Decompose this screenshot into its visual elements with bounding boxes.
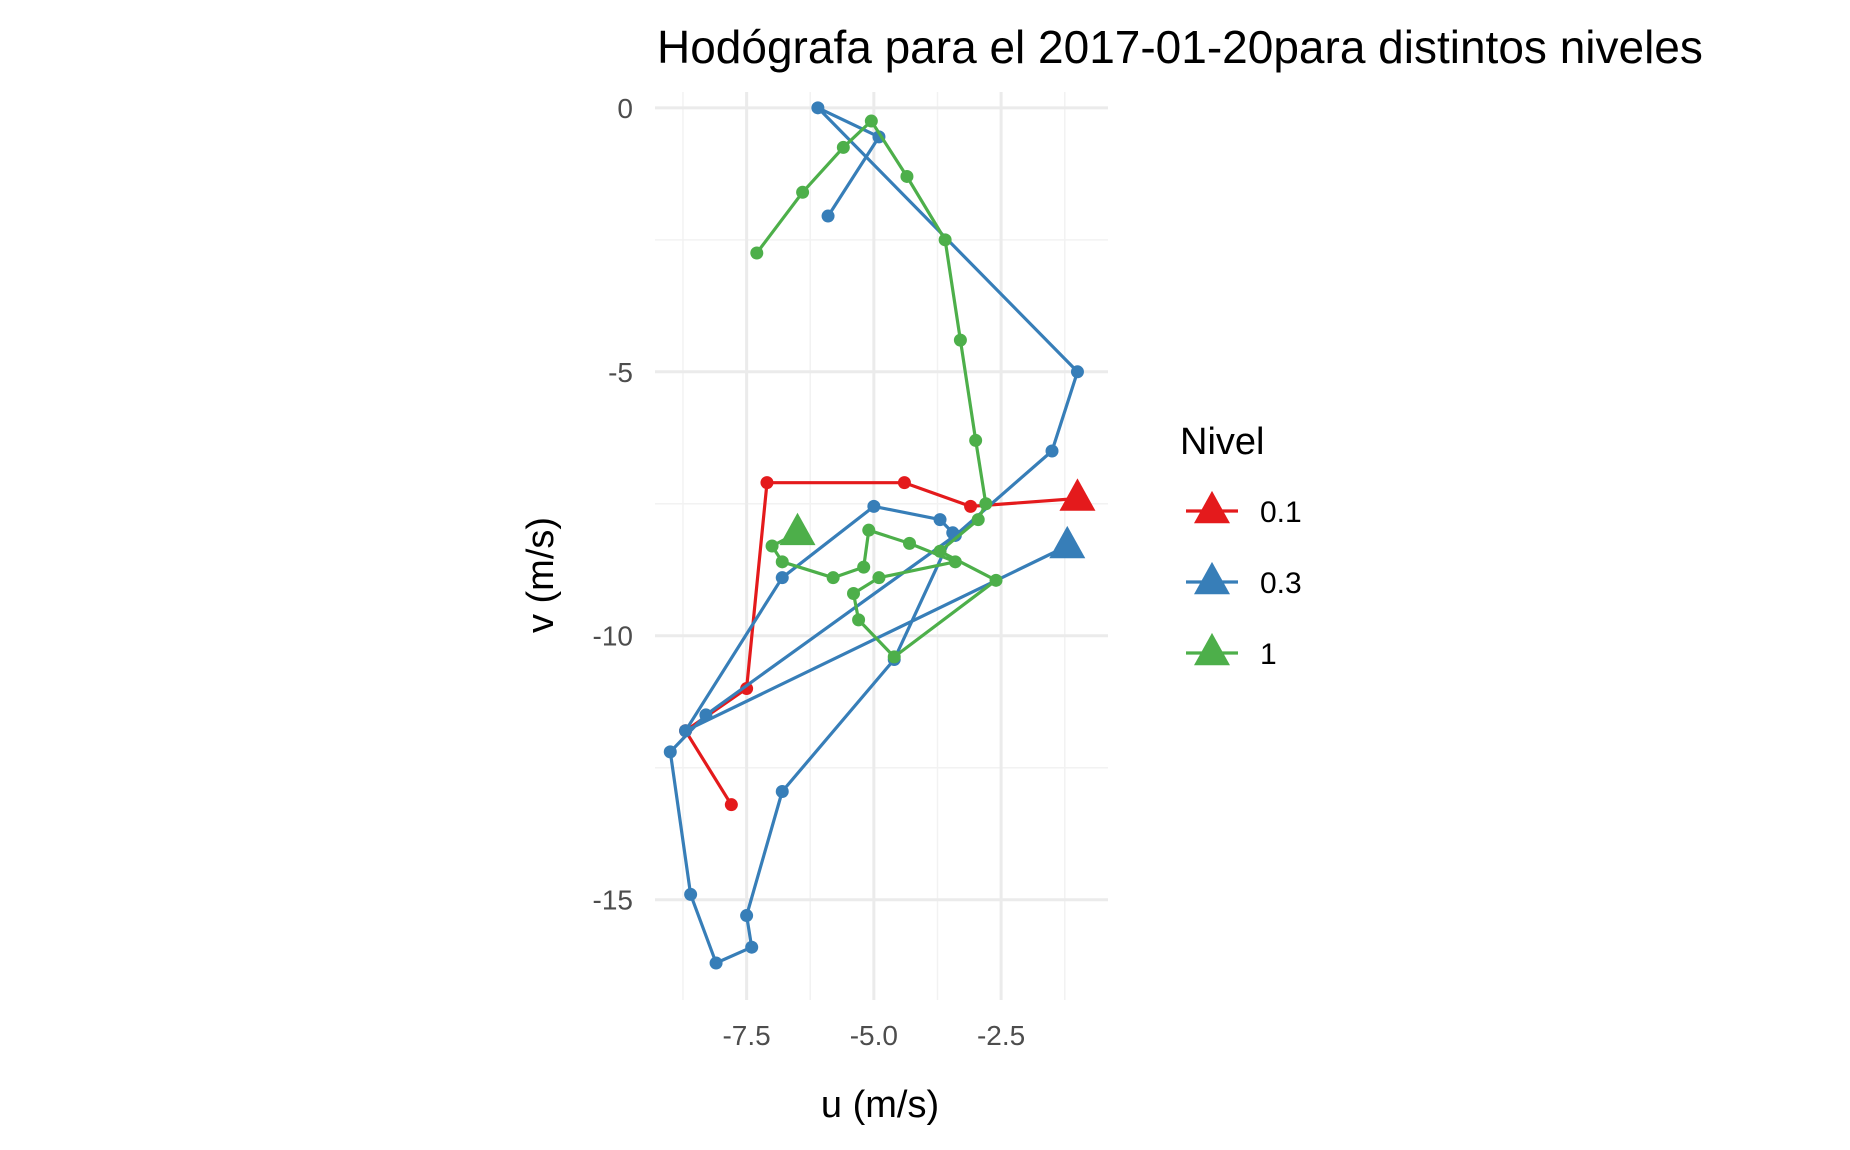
data-point: [902, 536, 916, 550]
data-point: [933, 544, 947, 558]
legend-label: 1: [1260, 638, 1277, 671]
data-point: [953, 333, 967, 347]
y-axis-ticks: 0 -5 -10 -15: [593, 93, 633, 916]
data-point: [740, 909, 754, 923]
data-point: [864, 114, 878, 128]
legend-label: 0.3: [1260, 567, 1302, 600]
data-point: [775, 571, 789, 585]
x-axis-title: u (m/s): [821, 1084, 939, 1126]
y-tick-label: -15: [593, 885, 633, 916]
y-tick-label: -10: [593, 621, 633, 652]
data-point: [857, 560, 871, 574]
series-end-marker: [779, 512, 816, 546]
chart-title: Hodógrafa para el 2017-01-20para distint…: [657, 21, 1703, 73]
data-point: [847, 587, 861, 601]
legend-key-triangle: [1194, 490, 1230, 524]
data-point: [709, 956, 723, 970]
data-point: [760, 476, 774, 490]
data-point: [826, 571, 840, 585]
data-point: [979, 497, 993, 511]
data-point: [699, 708, 713, 722]
data-point: [836, 140, 850, 154]
y-tick-label: -5: [608, 357, 633, 388]
data-point: [852, 613, 866, 627]
data-point: [765, 539, 779, 553]
legend: Nivel 0.1 0.3 1: [1180, 421, 1302, 671]
data-point: [1045, 444, 1059, 458]
legend-title: Nivel: [1180, 421, 1264, 463]
data-point: [724, 798, 738, 812]
data-point: [887, 650, 901, 664]
series-1: [750, 114, 1003, 664]
data-point: [948, 555, 962, 569]
series-0.3: [663, 101, 1086, 970]
grid: [655, 92, 1108, 1000]
series-end-marker: [1059, 478, 1096, 511]
data-point: [740, 682, 754, 696]
x-tick-label: -5.0: [850, 1020, 898, 1051]
legend-key-triangle: [1194, 561, 1230, 595]
data-point: [775, 784, 789, 798]
y-tick-label: 0: [617, 93, 633, 124]
x-tick-label: -2.5: [977, 1020, 1025, 1051]
legend-item: 1: [1186, 632, 1277, 671]
data-point: [900, 169, 914, 183]
legend-label: 0.1: [1260, 496, 1302, 529]
data-point: [933, 513, 947, 527]
data-point: [867, 499, 881, 513]
legend-item: 0.1: [1186, 490, 1302, 529]
data-point: [796, 185, 810, 199]
data-point: [964, 499, 978, 513]
data-point: [862, 523, 876, 537]
legend-key-triangle: [1194, 632, 1230, 666]
x-axis-ticks: -7.5 -5.0 -2.5: [722, 1020, 1025, 1051]
data-point: [897, 476, 911, 490]
data-point: [872, 571, 886, 585]
data-point: [969, 433, 983, 447]
data-point: [775, 555, 789, 569]
data-point: [971, 513, 985, 527]
data-point: [938, 233, 952, 247]
data-point: [663, 745, 677, 759]
data-point: [821, 209, 835, 223]
series-line: [668, 106, 1080, 965]
data-point: [679, 724, 693, 738]
legend-item: 0.3: [1186, 561, 1302, 600]
data-point: [750, 246, 764, 260]
data-point: [811, 101, 825, 115]
series-end-marker: [1049, 525, 1086, 559]
y-axis-title: v (m/s): [520, 517, 562, 633]
x-tick-label: -7.5: [722, 1020, 770, 1051]
series-lines: [663, 101, 1096, 970]
data-point: [989, 573, 1003, 587]
data-point: [1070, 365, 1084, 379]
data-point: [745, 940, 759, 954]
data-point: [684, 887, 698, 901]
